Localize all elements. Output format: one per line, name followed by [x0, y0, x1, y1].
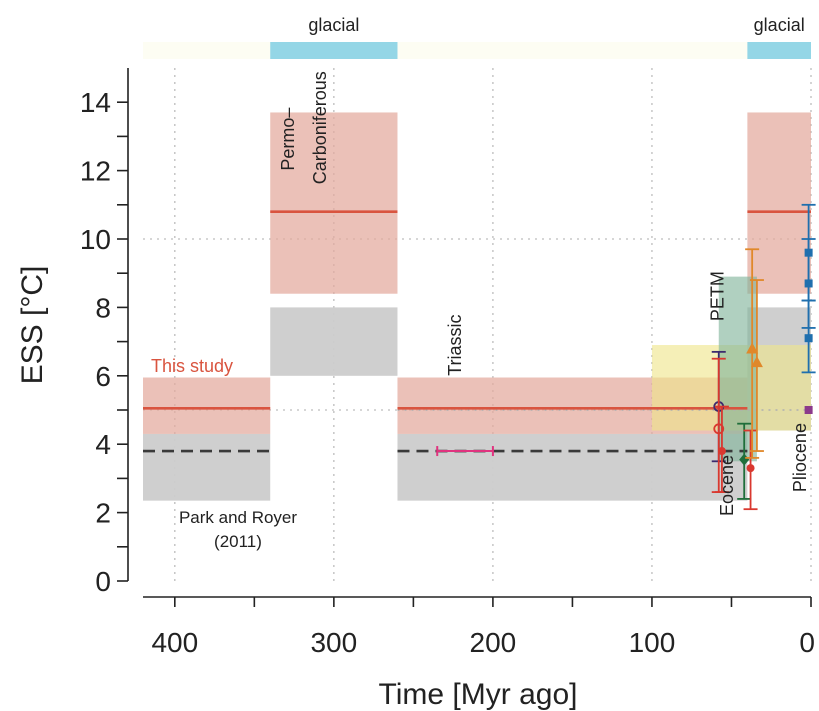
x-tick-label-2: 200 — [470, 627, 517, 658]
x-tick-label-1: 300 — [310, 627, 357, 658]
this-study-label: This study — [151, 356, 233, 376]
data-point-2 — [717, 447, 726, 456]
data-point-4 — [746, 464, 755, 473]
annotation-5: Pliocene — [790, 423, 810, 492]
y-tick-label-5: 10 — [80, 224, 111, 255]
x-tick-label-4: 0 — [799, 627, 815, 658]
y-tick-label-2: 4 — [95, 429, 111, 460]
annotations: Permo– Carboniferous Triassic PETM Eocene Pli… — [278, 71, 810, 516]
data-point-6 — [750, 356, 763, 368]
y-tick-label-3: 6 — [95, 361, 111, 392]
annotation-0: Permo– — [278, 108, 298, 171]
y-tick-label-0: 0 — [95, 566, 111, 597]
annotation-4: Eocene — [717, 455, 737, 516]
this-study-band-0 — [143, 377, 271, 434]
park-royer-band-1 — [270, 307, 398, 376]
this-study-band-1 — [270, 112, 398, 294]
glacial-label-0: glacial — [308, 15, 359, 35]
y-tick-label-7: 14 — [80, 87, 111, 118]
y-tick-label-1: 2 — [95, 498, 111, 529]
park-royer-band-0 — [143, 433, 271, 501]
y-tick-label-4: 8 — [95, 292, 111, 323]
glacial-period-bar: glacial glacial — [143, 15, 811, 59]
park-royer-label-line1: Park and Royer — [179, 508, 297, 527]
axes — [117, 68, 812, 607]
data-point-8 — [804, 279, 813, 288]
x-axis-label: Time [Myr ago] — [379, 678, 578, 711]
y-tick-label-6: 12 — [80, 156, 111, 187]
glacial-period-0 — [270, 42, 398, 59]
annotation-1: Carboniferous — [310, 71, 330, 184]
data-point-5 — [746, 342, 759, 354]
data-point-3 — [739, 453, 750, 466]
period-bar-background — [143, 42, 811, 59]
glacial-label-1: glacial — [754, 15, 805, 35]
x-tick-label-0: 400 — [151, 627, 198, 658]
this-study-band-3 — [747, 112, 811, 294]
park-royer-label-line2: (2011) — [214, 532, 262, 551]
y-axis-label: ESS [°C] — [16, 266, 49, 385]
uncertainty-bands — [143, 112, 811, 501]
annotation-2: Triassic — [445, 314, 465, 375]
data-point-9 — [804, 334, 813, 343]
data-points — [436, 203, 816, 511]
data-point-1 — [713, 423, 725, 435]
park-royer-band-2 — [397, 433, 748, 501]
x-tick-label-3: 100 — [629, 627, 676, 658]
annotation-3: PETM — [708, 271, 728, 321]
tick-labels: 0 2 4 6 8 10 12 14 400 300 200 100 0 — [80, 87, 815, 658]
glacial-period-1 — [747, 42, 811, 59]
grid-lines — [143, 68, 812, 581]
data-point-10 — [804, 406, 813, 414]
